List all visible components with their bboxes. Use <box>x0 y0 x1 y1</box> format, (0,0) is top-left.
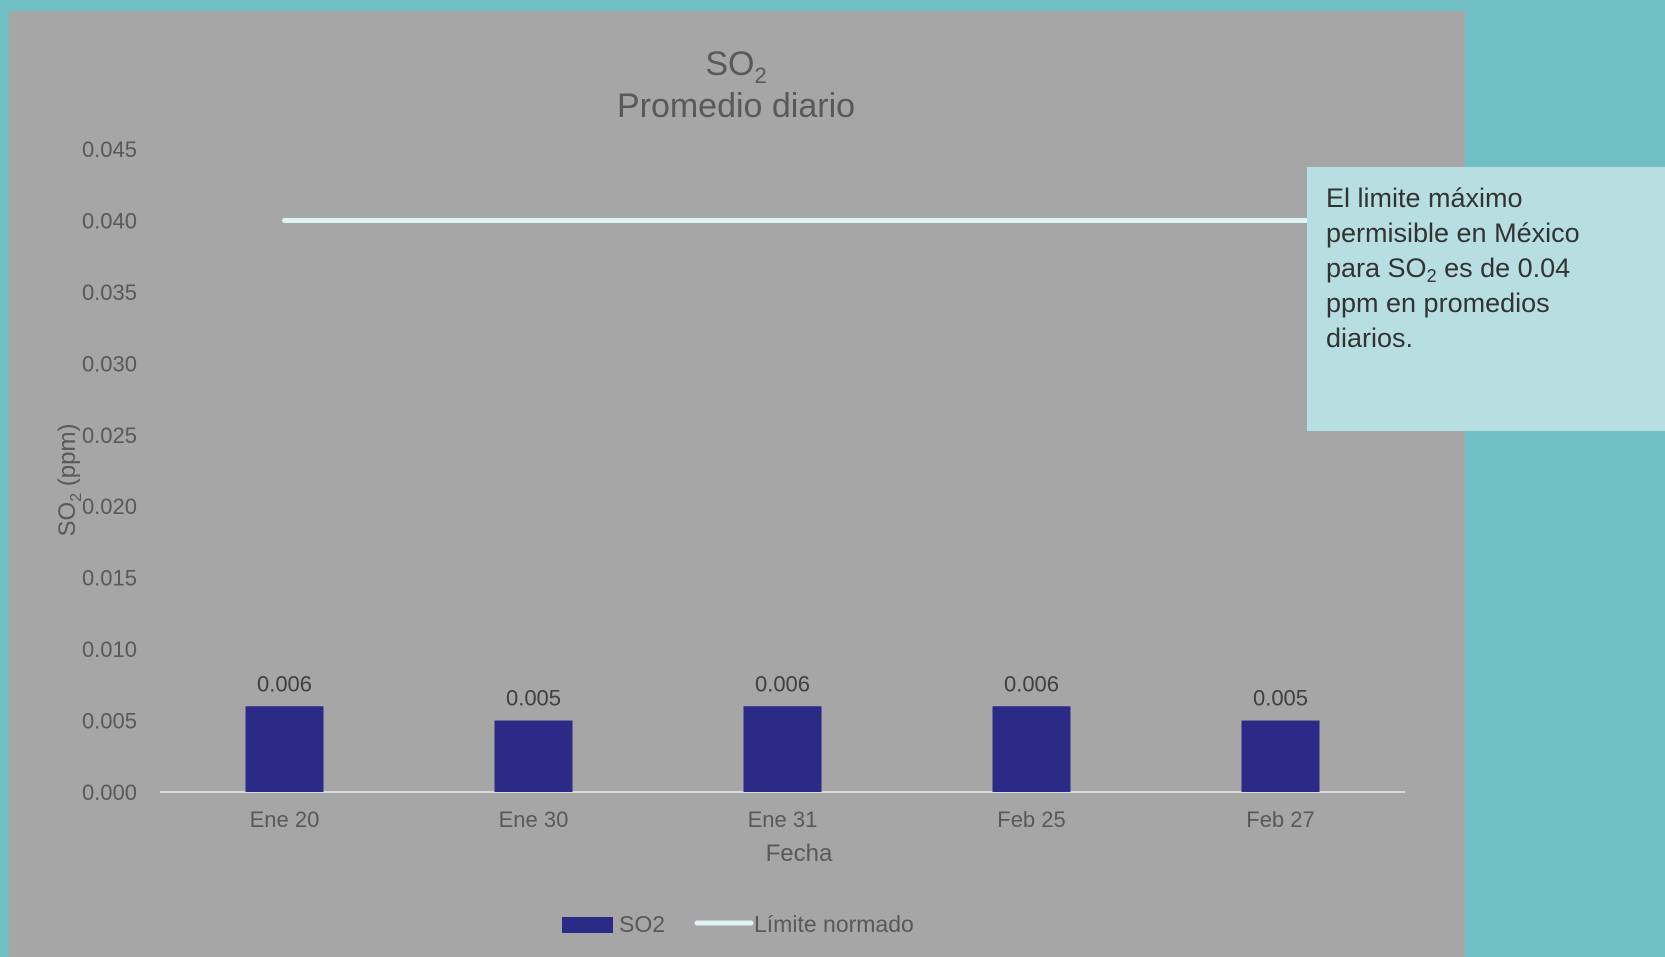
legend-label-so2: SO2 <box>619 911 665 937</box>
note-box: El limite máximo permisible en México pa… <box>1307 167 1665 431</box>
x-tick-label: Ene 31 <box>748 807 818 832</box>
x-tick-label: Feb 27 <box>1246 807 1315 832</box>
y-tick-label: 0.025 <box>82 423 137 448</box>
bar <box>743 706 822 792</box>
bar <box>494 720 573 792</box>
data-labels: 0.006 0.005 0.006 0.006 0.005 <box>257 671 1308 710</box>
data-label: 0.006 <box>1004 671 1059 696</box>
y-axis-title: SO2 (ppm) <box>54 424 85 537</box>
y-tick-label: 0.005 <box>82 709 137 734</box>
chart-svg: SO2 Promedio diario 0.000 0.005 0.010 0.015… <box>54 45 1408 937</box>
y-tick-label: 0.040 <box>82 208 137 233</box>
data-label: 0.006 <box>755 671 810 696</box>
note-line: ppm en promedios <box>1326 288 1550 318</box>
chart-title: SO2 <box>705 45 766 88</box>
x-axis-ticks: Ene 20 Ene 30 Ene 31 Feb 25 Feb 27 <box>250 807 1315 832</box>
legend-label-limit: Límite normado <box>754 911 914 937</box>
x-tick-label: Ene 30 <box>499 807 569 832</box>
note-line: para SO2 es de 0.04 <box>1326 253 1571 286</box>
y-tick-label: 0.020 <box>82 494 137 519</box>
y-tick-label: 0.015 <box>82 566 137 591</box>
y-tick-label: 0.035 <box>82 280 137 305</box>
x-tick-label: Ene 20 <box>250 807 320 832</box>
note-line: permisible en México <box>1326 218 1580 248</box>
note-line: El limite máximo <box>1326 183 1523 213</box>
legend-swatch-so2 <box>562 917 613 933</box>
y-tick-label: 0.045 <box>82 137 137 162</box>
x-axis-title: Fecha <box>766 840 833 867</box>
x-tick-label: Feb 25 <box>997 807 1066 832</box>
bar-series <box>245 706 1320 792</box>
note-line: diarios. <box>1326 323 1414 353</box>
y-axis-ticks: 0.000 0.005 0.010 0.015 0.020 0.025 0.030 0.035… <box>82 137 137 805</box>
chart-panel: SO2 Promedio diario 0.000 0.005 0.010 0.015… <box>9 11 1465 957</box>
bar <box>1241 720 1320 792</box>
data-label: 0.006 <box>257 671 312 696</box>
y-tick-label: 0.030 <box>82 351 137 376</box>
bar <box>245 706 324 792</box>
data-label: 0.005 <box>506 686 561 711</box>
y-tick-label: 0.000 <box>82 780 137 805</box>
bar <box>992 706 1071 792</box>
y-tick-label: 0.010 <box>82 637 137 662</box>
data-label: 0.005 <box>1253 686 1308 711</box>
chart-subtitle: Promedio diario <box>617 87 855 125</box>
legend: SO2 Límite normado <box>562 911 914 937</box>
